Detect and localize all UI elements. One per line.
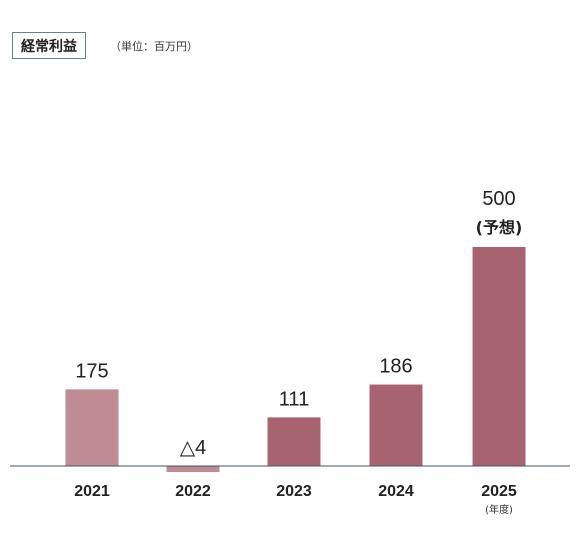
value-label-2021: 175 <box>75 360 108 382</box>
bar-2025 <box>472 247 526 466</box>
bar-2022 <box>166 466 220 472</box>
bar-2024 <box>369 384 423 466</box>
x-tick-2023: 2023 <box>276 483 312 500</box>
value-label-2025: 500 <box>482 188 515 210</box>
x-axis-unit: (年度) <box>485 503 513 516</box>
x-tick-2021: 2021 <box>74 483 110 500</box>
chart-title: 経常利益 <box>12 32 86 59</box>
x-tick-2025: 2025 <box>481 483 517 500</box>
bar-2023 <box>267 417 321 466</box>
x-tick-2022: 2022 <box>175 483 211 500</box>
forecast-note: (予想) <box>476 218 523 237</box>
unit-label: （単位：百万円） <box>110 40 198 53</box>
value-label-2022: △4 <box>180 437 207 459</box>
value-label-2024: 186 <box>379 356 412 378</box>
bar-2021 <box>65 389 119 466</box>
x-tick-2024: 2024 <box>378 483 414 500</box>
value-label-2023: 111 <box>279 388 309 410</box>
